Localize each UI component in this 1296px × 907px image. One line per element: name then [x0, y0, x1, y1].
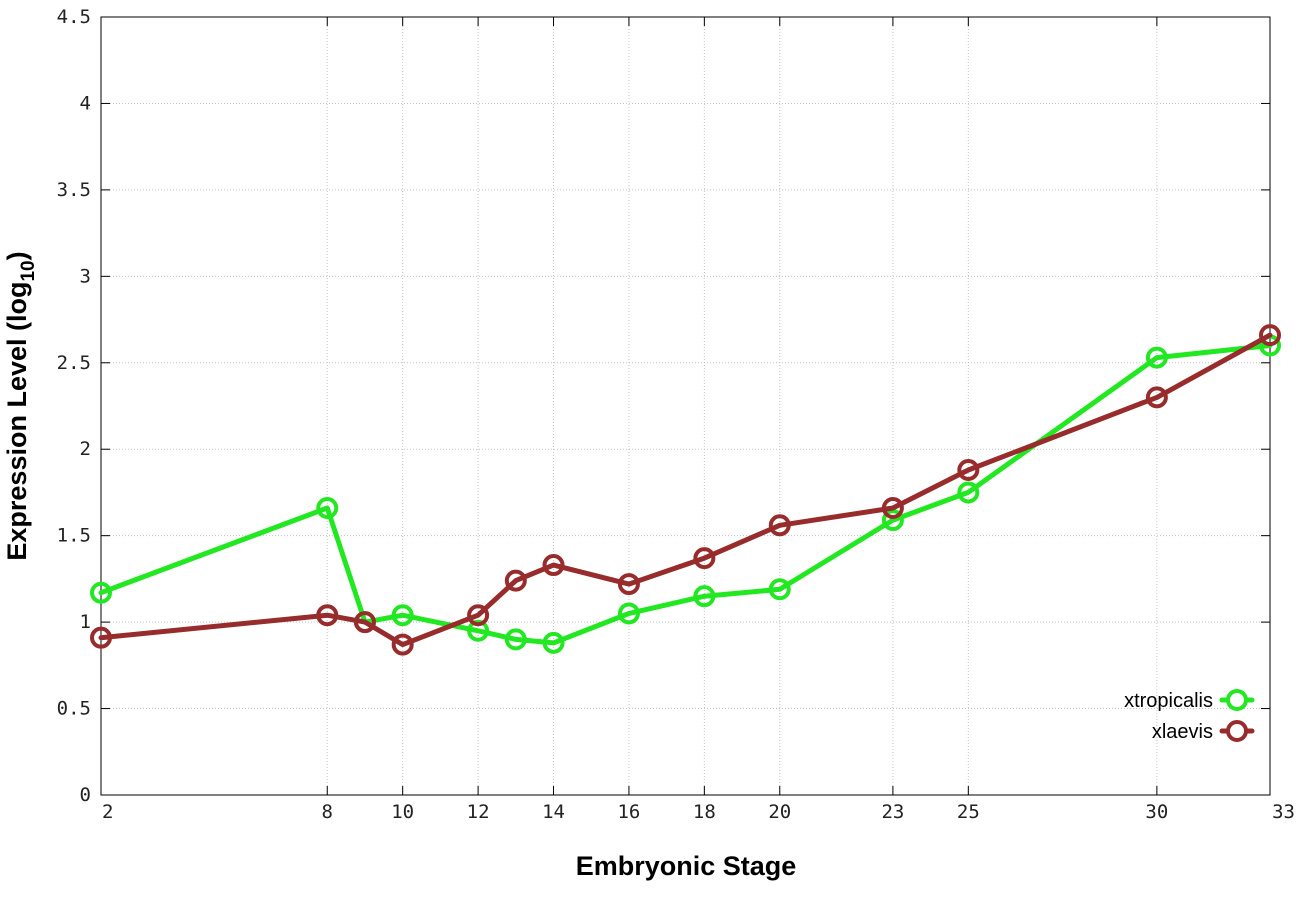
y-tick-label: 0.5	[57, 698, 91, 720]
y-tick-label: 3.5	[57, 179, 91, 201]
x-tick-label: 10	[391, 801, 414, 823]
data-point-xtropicalis	[1145, 346, 1168, 369]
y-tick-label: 2.5	[57, 352, 91, 374]
y-tick-label: 1.5	[57, 525, 91, 547]
data-point-xtropicalis	[542, 631, 565, 654]
data-point-xtropicalis	[768, 578, 791, 601]
axis-ticks: 0 0.5 1 1.5 2 2.5 3 3.5 4 4.5 2 8 10 12 14 16 18 20 23 25 30…	[57, 6, 1295, 823]
series-layer	[90, 324, 1281, 656]
series-line-xtropicalis	[98, 343, 1273, 646]
data-point-xlaevis	[90, 626, 112, 649]
data-point-xtropicalis	[693, 585, 716, 608]
data-point-xlaevis	[1145, 386, 1168, 409]
data-point-xlaevis	[768, 514, 791, 537]
y-axis-title-close: )	[2, 251, 32, 260]
y-axis-title: Expression Level (log10)	[2, 251, 39, 560]
data-point-xtropicalis	[881, 509, 904, 532]
x-tick-label: 33	[1272, 801, 1295, 823]
data-point-xlaevis	[467, 604, 490, 627]
x-tick-label: 25	[957, 801, 980, 823]
data-point-xlaevis	[881, 497, 904, 520]
data-point-xtropicalis	[617, 602, 640, 625]
y-tick-label: 1	[80, 611, 91, 633]
data-point-xlaevis	[617, 573, 640, 596]
data-point-xlaevis	[504, 569, 527, 592]
data-point-xtropicalis	[467, 619, 490, 642]
data-point-xlaevis	[1259, 324, 1281, 347]
data-point-xlaevis	[391, 633, 414, 656]
data-point-xtropicalis	[90, 581, 112, 604]
y-tick-label: 2	[80, 438, 91, 460]
x-tick-label: 16	[617, 801, 640, 823]
legend-label-xlaevis: xlaevis	[1152, 721, 1213, 743]
x-tick-label: 23	[881, 801, 904, 823]
x-tick-label: 30	[1145, 801, 1168, 823]
x-tick-label: 12	[467, 801, 490, 823]
series-xlaevis	[90, 324, 1281, 656]
y-tick-label: 0	[80, 784, 91, 806]
data-point-xlaevis	[957, 458, 980, 481]
x-axis-title: Embryonic Stage	[576, 851, 797, 881]
data-point-xlaevis	[542, 554, 565, 577]
data-point-xtropicalis	[391, 604, 414, 627]
x-tick-label: 18	[693, 801, 716, 823]
x-tick-label: 2	[102, 801, 113, 823]
data-point-xtropicalis	[504, 628, 527, 651]
x-tick-label: 20	[768, 801, 791, 823]
legend: xtropicalis xlaevis	[1124, 689, 1255, 743]
grid-lines	[101, 17, 1270, 795]
legend-marker-xlaevis	[1226, 720, 1248, 742]
data-point-xlaevis	[353, 611, 376, 634]
data-point-xtropicalis	[316, 497, 339, 520]
legend-marker-xtropicalis	[1226, 689, 1248, 711]
series-xtropicalis	[90, 334, 1281, 654]
x-tick-label: 14	[542, 801, 565, 823]
data-point-xlaevis	[693, 547, 716, 570]
plot-frame	[100, 16, 1271, 796]
x-tick-label: 8	[322, 801, 333, 823]
data-point-xtropicalis	[957, 481, 980, 504]
y-tick-label: 3	[80, 265, 91, 287]
y-tick-label: 4	[80, 92, 91, 114]
y-axis-title-main: Expression Level (log	[2, 282, 32, 561]
data-point-xlaevis	[316, 604, 339, 627]
y-axis-title-subscript: 10	[18, 260, 39, 281]
legend-label-xtropicalis: xtropicalis	[1124, 690, 1213, 712]
y-tick-label: 4.5	[57, 6, 91, 28]
